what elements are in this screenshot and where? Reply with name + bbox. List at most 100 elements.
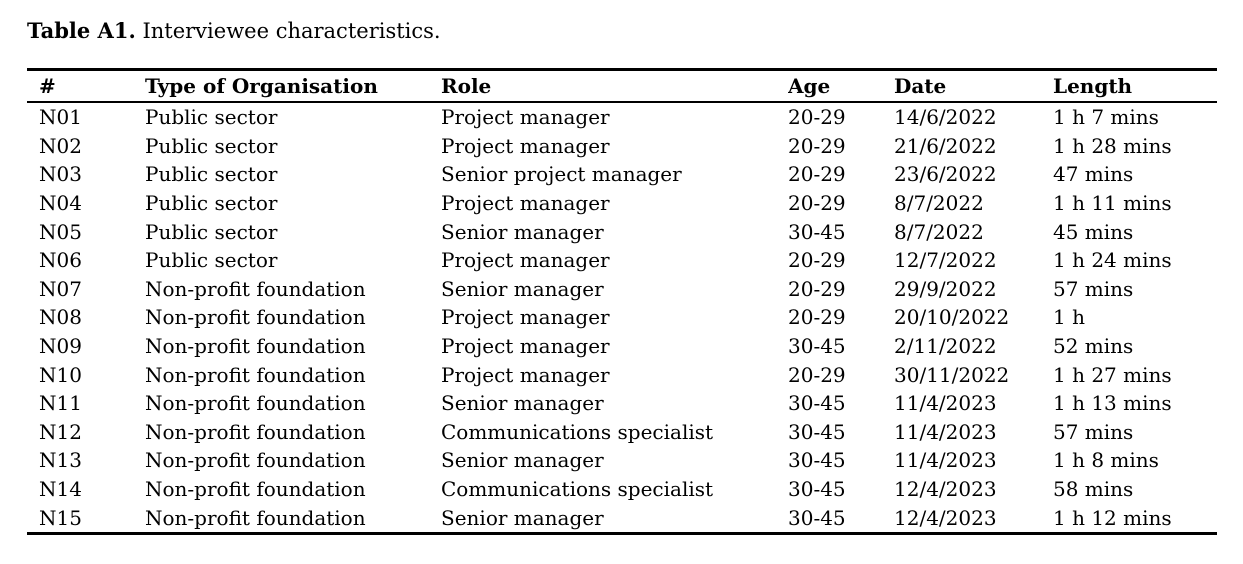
cell-age: 30-45 — [788, 419, 846, 444]
cell-id: N07 — [39, 276, 82, 301]
cell-age: 20-29 — [788, 276, 846, 301]
cell-date: 14/6/2022 — [894, 105, 997, 130]
cell-organisation-type: Non-profit foundation — [145, 305, 366, 330]
cell-id: N12 — [39, 419, 82, 444]
cell-date: 21/6/2022 — [894, 133, 997, 158]
cell-id: N10 — [39, 362, 82, 387]
column-header-role: Role — [441, 69, 788, 103]
table-caption-text: Interviewee characteristics. — [135, 19, 441, 43]
table-row: N08 Non-profit foundation Project manage… — [27, 303, 1217, 332]
cell-organisation-type: Public sector — [145, 191, 278, 216]
table-row: N06 Public sector Project manager 20-29 … — [27, 246, 1217, 275]
cell-length: 1 h — [1053, 305, 1085, 330]
cell-id: N09 — [39, 334, 82, 359]
table-row: N05 Public sector Senior manager 30-45 8… — [27, 217, 1217, 246]
cell-organisation-type: Non-profit foundation — [145, 448, 366, 473]
table-row: N12 Non-profit foundation Communications… — [27, 418, 1217, 447]
table-row: N10 Non-profit foundation Project manage… — [27, 360, 1217, 389]
cell-id: N04 — [39, 191, 82, 216]
cell-length: 1 h 24 mins — [1053, 248, 1172, 273]
cell-id: N03 — [39, 162, 82, 187]
cell-role: Senior manager — [441, 448, 604, 473]
cell-length: 1 h 8 mins — [1053, 448, 1159, 473]
cell-length: 58 mins — [1053, 477, 1134, 502]
cell-date: 8/7/2022 — [894, 219, 984, 244]
cell-date: 12/4/2023 — [894, 505, 997, 530]
cell-age: 20-29 — [788, 248, 846, 273]
cell-date: 2/11/2022 — [894, 334, 997, 359]
cell-id: N15 — [39, 505, 82, 530]
cell-organisation-type: Non-profit foundation — [145, 419, 366, 444]
cell-date: 12/4/2023 — [894, 477, 997, 502]
cell-role: Senior project manager — [441, 162, 682, 187]
cell-length: 57 mins — [1053, 276, 1134, 301]
cell-id: N13 — [39, 448, 82, 473]
cell-role: Project manager — [441, 334, 610, 359]
cell-role: Senior manager — [441, 219, 604, 244]
cell-length: 47 mins — [1053, 162, 1134, 187]
table-body: N01 Public sector Project manager 20-29 … — [27, 102, 1217, 533]
cell-date: 8/7/2022 — [894, 191, 984, 216]
table-caption: Table A1. Interviewee characteristics. — [27, 18, 441, 44]
cell-role: Communications specialist — [441, 419, 714, 444]
cell-length: 1 h 27 mins — [1053, 362, 1172, 387]
cell-length: 1 h 28 mins — [1053, 133, 1172, 158]
cell-age: 20-29 — [788, 305, 846, 330]
cell-role: Senior manager — [441, 276, 604, 301]
cell-organisation-type: Non-profit foundation — [145, 505, 366, 530]
cell-organisation-type: Non-profit foundation — [145, 362, 366, 387]
column-header-date: Date — [894, 69, 1053, 103]
cell-role: Project manager — [441, 305, 610, 330]
table-row: N02 Public sector Project manager 20-29 … — [27, 132, 1217, 161]
cell-organisation-type: Non-profit foundation — [145, 477, 366, 502]
cell-organisation-type: Public sector — [145, 105, 278, 130]
table-header: # Type of Organisation Role Age Date Len… — [27, 69, 1217, 103]
cell-age: 30-45 — [788, 334, 846, 359]
cell-length: 52 mins — [1053, 334, 1134, 359]
cell-id: N06 — [39, 248, 82, 273]
table-row: N11 Non-profit foundation Senior manager… — [27, 389, 1217, 418]
cell-date: 23/6/2022 — [894, 162, 997, 187]
cell-organisation-type: Non-profit foundation — [145, 391, 366, 416]
cell-date: 12/7/2022 — [894, 248, 997, 273]
cell-length: 1 h 7 mins — [1053, 105, 1159, 130]
cell-id: N11 — [39, 391, 82, 416]
cell-length: 1 h 11 mins — [1053, 191, 1172, 216]
column-header-organisation-type: Type of Organisation — [145, 69, 441, 103]
cell-age: 30-45 — [788, 505, 846, 530]
cell-role: Project manager — [441, 133, 610, 158]
cell-role: Communications specialist — [441, 477, 714, 502]
cell-length: 1 h 13 mins — [1053, 391, 1172, 416]
cell-date: 20/10/2022 — [894, 305, 1010, 330]
cell-age: 30-45 — [788, 219, 846, 244]
cell-organisation-type: Public sector — [145, 219, 278, 244]
cell-age: 20-29 — [788, 105, 846, 130]
cell-length: 45 mins — [1053, 219, 1134, 244]
table-row: N07 Non-profit foundation Senior manager… — [27, 275, 1217, 304]
cell-id: N08 — [39, 305, 82, 330]
cell-id: N01 — [39, 105, 82, 130]
column-header-age: Age — [788, 69, 894, 103]
cell-age: 30-45 — [788, 448, 846, 473]
cell-organisation-type: Non-profit foundation — [145, 276, 366, 301]
cell-length: 1 h 12 mins — [1053, 505, 1172, 530]
cell-role: Senior manager — [441, 505, 604, 530]
cell-organisation-type: Public sector — [145, 133, 278, 158]
cell-date: 11/4/2023 — [894, 448, 997, 473]
table-caption-label: Table A1. — [27, 18, 136, 43]
cell-role: Project manager — [441, 248, 610, 273]
cell-organisation-type: Public sector — [145, 248, 278, 273]
column-header-number: # — [27, 69, 145, 103]
cell-date: 11/4/2023 — [894, 419, 997, 444]
table-row: N14 Non-profit foundation Communications… — [27, 475, 1217, 504]
cell-id: N14 — [39, 477, 82, 502]
cell-age: 20-29 — [788, 191, 846, 216]
table-row: N01 Public sector Project manager 20-29 … — [27, 102, 1217, 132]
cell-organisation-type: Public sector — [145, 162, 278, 187]
column-header-length: Length — [1053, 69, 1217, 103]
cell-date: 29/9/2022 — [894, 276, 997, 301]
cell-age: 20-29 — [788, 162, 846, 187]
table-row: N13 Non-profit foundation Senior manager… — [27, 446, 1217, 475]
table-row: N04 Public sector Project manager 20-29 … — [27, 189, 1217, 218]
